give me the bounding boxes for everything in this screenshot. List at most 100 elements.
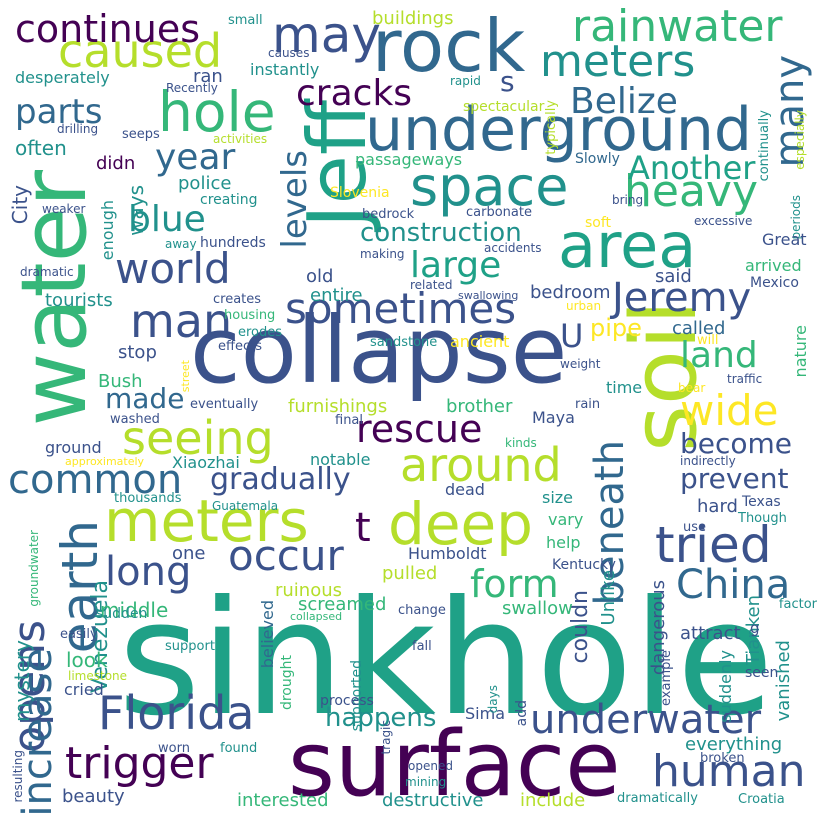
cloud-word: broken	[700, 751, 745, 766]
cloud-word: Xiaozhai	[172, 453, 240, 472]
cloud-word: rock	[372, 4, 526, 88]
cloud-word: erodes	[238, 325, 283, 340]
cloud-word: process	[320, 693, 374, 709]
cloud-word: China	[676, 562, 791, 608]
cloud-word: effects	[218, 339, 262, 354]
cloud-word: called	[672, 318, 726, 339]
cloud-word: deep	[388, 490, 533, 558]
cloud-word: couldn	[568, 590, 593, 664]
cloud-word: surface	[288, 712, 621, 817]
cloud-word: tragic	[379, 720, 393, 755]
cloud-word: City	[8, 185, 32, 225]
cloud-word: continues	[15, 7, 201, 51]
cloud-word: cried	[64, 680, 104, 699]
cloud-word: land	[680, 335, 758, 376]
cloud-word: Slowly	[575, 151, 620, 167]
cloud-word: change	[398, 603, 446, 618]
cloud-word: soft	[585, 215, 612, 231]
cloud-word: dramatically	[617, 791, 698, 806]
cloud-word: look	[66, 648, 108, 672]
cloud-word: continually	[757, 110, 772, 182]
cloud-word: street	[179, 360, 192, 393]
cloud-word: Bush	[98, 371, 143, 392]
cloud-word: desperately	[15, 68, 110, 87]
cloud-word: ran	[193, 66, 223, 87]
cloud-word: suddenly	[716, 650, 735, 723]
cloud-word: meters	[540, 36, 696, 87]
cloud-word: kinds	[505, 436, 537, 450]
cloud-word: Jeremy	[612, 275, 752, 321]
cloud-word: time	[606, 378, 643, 397]
cloud-word: furnishings	[288, 396, 388, 417]
cloud-word: Kentucky	[552, 557, 616, 573]
cloud-word: ground	[45, 438, 102, 457]
cloud-word: limestone	[68, 669, 128, 683]
cloud-word: Humboldt	[408, 544, 487, 563]
cloud-word: underground	[365, 95, 752, 165]
cloud-word: use	[683, 520, 707, 535]
cloud-word: trigger	[65, 738, 214, 789]
cloud-word: instantly	[250, 60, 320, 79]
cloud-word: Texas	[742, 494, 781, 510]
cloud-word: enough	[98, 200, 117, 261]
cloud-word: s	[500, 65, 515, 98]
cloud-word: levels	[275, 150, 315, 249]
cloud-word: Croatia	[738, 792, 785, 807]
cloud-word: construction	[360, 218, 522, 248]
cloud-word: bring	[612, 193, 644, 207]
cloud-word: housing	[224, 308, 276, 323]
cloud-word: Sima	[465, 704, 505, 723]
cloud-word: approximately	[65, 455, 145, 468]
cloud-word: causes	[268, 46, 310, 60]
cloud-word: example	[659, 650, 674, 706]
cloud-word: final	[335, 413, 364, 428]
cloud-word: may	[272, 6, 381, 64]
cloud-word: sinkhole	[118, 567, 774, 751]
cloud-word: believed	[258, 600, 277, 669]
cloud-word: large	[410, 245, 502, 286]
cloud-word: drought	[279, 655, 295, 711]
cloud-word: groundwater	[27, 530, 41, 607]
cloud-word: destructive	[382, 790, 484, 811]
cloud-word: resulting	[11, 750, 25, 803]
cloud-word: prevent	[680, 462, 789, 495]
cloud-word: away	[165, 237, 197, 251]
cloud-word: Belize	[570, 81, 678, 122]
cloud-word: buildings	[372, 8, 454, 29]
cloud-word: Though	[738, 511, 787, 526]
cloud-word: thousands	[114, 491, 182, 506]
cloud-word: screamed	[298, 594, 387, 615]
cloud-word: creates	[213, 292, 262, 307]
cloud-word: occur	[228, 531, 344, 580]
cloud-word: dramatic	[20, 265, 74, 279]
cloud-word: sometimes	[285, 284, 517, 333]
cloud-word: hole	[158, 80, 276, 144]
cloud-word: brother	[446, 396, 513, 417]
cloud-word: g	[750, 619, 760, 637]
cloud-word: world	[115, 244, 231, 293]
cloud-word: help	[546, 533, 581, 552]
cloud-word: made	[105, 382, 185, 415]
cloud-word: Great	[762, 230, 807, 249]
cloud-word: long	[105, 549, 192, 595]
cloud-word: rain	[575, 397, 601, 412]
cloud-word: interested	[237, 790, 329, 811]
cloud-word: Mexico	[750, 275, 799, 291]
cloud-word: mining	[405, 775, 447, 789]
cloud-word: weaker	[42, 202, 86, 216]
cloud-word: become	[680, 427, 793, 460]
cloud-word: ways	[124, 185, 148, 236]
cloud-word: opened	[408, 759, 453, 773]
cloud-word: mystery	[10, 640, 34, 722]
cloud-word: sandstone	[370, 335, 438, 350]
cloud-word: caused	[58, 24, 223, 78]
cloud-word: old	[306, 266, 334, 287]
cloud-word: attract	[680, 623, 741, 644]
cloud-word: ruinous	[275, 580, 343, 601]
cloud-word: middle	[100, 598, 169, 622]
cloud-word: U	[560, 317, 584, 355]
cloud-word: add	[514, 700, 530, 727]
cloud-word: rainwater	[572, 1, 783, 52]
cloud-word: especially	[793, 110, 807, 170]
cloud-word: hundreds	[200, 235, 266, 251]
